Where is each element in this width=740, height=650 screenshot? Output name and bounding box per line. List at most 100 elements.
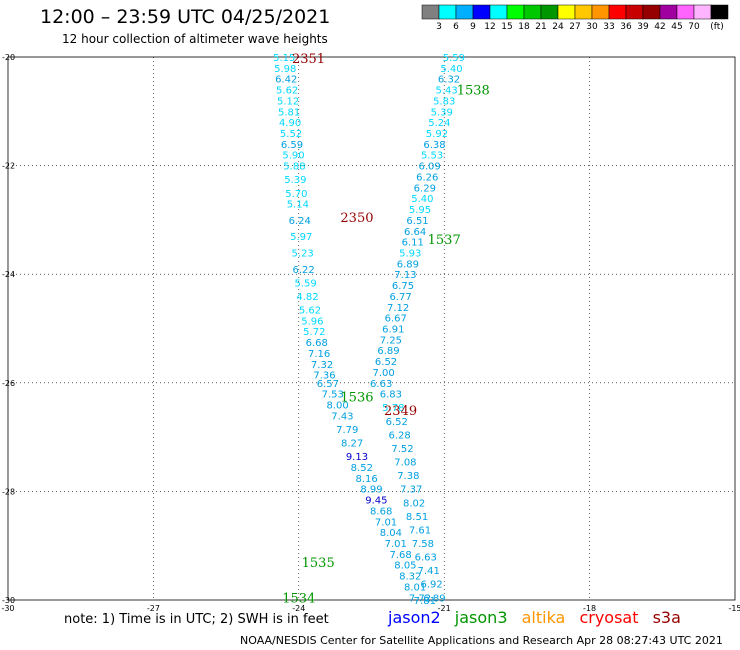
- wave-height-point: 6.29: [414, 183, 436, 194]
- wave-height-point: 7.32: [311, 360, 333, 371]
- wave-height-point: 7.58: [412, 539, 434, 550]
- wave-height-point: 7.43: [331, 411, 353, 422]
- legend-altika: altika: [521, 608, 566, 627]
- y-tick-label: -30: [2, 596, 15, 605]
- wave-height-point: 6.24: [289, 216, 311, 227]
- wave-height-point: 5.92: [426, 129, 448, 140]
- wave-height-point: 5.90: [282, 151, 304, 162]
- x-tick-label: -18: [583, 604, 596, 613]
- wave-height-point: 7.61: [409, 525, 431, 536]
- color-scale-tick: 45: [671, 22, 683, 32]
- color-scale-tick: 3: [436, 22, 442, 32]
- wave-height-point: 5.40: [411, 194, 433, 205]
- wave-height-point: 8.27: [341, 439, 363, 450]
- wave-height-point: 6.57: [317, 379, 339, 390]
- wave-height-point: 8.05: [394, 561, 416, 572]
- wave-height-point: 5.59: [443, 53, 465, 64]
- wave-height-point: 8.02: [403, 498, 425, 509]
- wave-height-point: 5.43: [435, 86, 457, 97]
- y-tick-label: -24: [2, 270, 15, 279]
- wave-height-point: 6.64: [404, 227, 426, 238]
- color-scale-tick: 9: [470, 22, 476, 32]
- legend-cryosat: cryosat: [579, 608, 639, 627]
- wave-height-point: 6.77: [389, 292, 411, 303]
- wave-height-point: 6.22: [293, 265, 315, 276]
- wave-height-point: 6.89: [397, 259, 419, 270]
- wave-height-point: 6.38: [423, 140, 445, 151]
- wave-height-point: 6.67: [385, 314, 407, 325]
- wave-height-point: 5.62: [299, 305, 321, 316]
- footer-note: note: 1) Time is in UTC; 2) SWH is in fe…: [64, 612, 329, 627]
- color-scale-box: [557, 4, 576, 20]
- wave-height-point: 5.59: [294, 278, 316, 289]
- color-scale-tick: 12: [484, 22, 496, 32]
- wave-height-point: 8.32: [399, 572, 421, 583]
- wave-height-point: 5.95: [409, 205, 431, 216]
- legend-jason3: jason3: [454, 608, 508, 627]
- track-time-label: 2349: [384, 404, 417, 419]
- wave-height-point: 5.52: [280, 129, 302, 140]
- track-time-label: 1538: [457, 84, 490, 99]
- wave-height-point: 5.98: [274, 64, 296, 75]
- y-tick-label: -26: [2, 379, 15, 388]
- y-tick-label: -28: [2, 487, 15, 496]
- wave-height-point: 5.53: [421, 151, 443, 162]
- wave-height-point: 5.96: [301, 316, 323, 327]
- wave-height-point: 6.68: [306, 338, 328, 349]
- wave-height-point: 6.51: [406, 216, 428, 227]
- wave-height-point: 7.12: [387, 303, 409, 314]
- wave-height-point: 7.72: [409, 593, 431, 604]
- x-tick-label: -27: [147, 604, 160, 613]
- footer-credit: NOAA/NESDIS Center for Satellite Applica…: [240, 634, 723, 647]
- track-time-label: 1534: [282, 591, 315, 606]
- color-scale-box: [455, 4, 474, 20]
- wave-height-point: 7.13: [394, 270, 416, 281]
- color-scale-box: [710, 4, 729, 20]
- wave-height-point: 6.11: [402, 238, 424, 249]
- track-time-label: 1535: [302, 556, 335, 571]
- wave-height-point: 7.08: [394, 458, 416, 469]
- x-tick-label: -30: [1, 604, 14, 613]
- wave-height-point: 7.81: [414, 596, 436, 607]
- y-tick-label: -20: [2, 53, 15, 62]
- color-scale-box: [472, 4, 491, 20]
- wave-height-point: 7.25: [380, 335, 402, 346]
- wave-height-point: 7.37: [400, 485, 422, 496]
- track-time-label: 1536: [340, 390, 373, 405]
- color-scale-tick: 36: [620, 22, 632, 32]
- track-time-label: 2351: [292, 52, 325, 67]
- wave-height-point: 6.89: [377, 346, 399, 357]
- color-scale-box: [438, 4, 457, 20]
- color-scale-tick: 6: [453, 22, 459, 32]
- color-scale-tick: 30: [586, 22, 598, 32]
- wave-height-point: 6.89: [423, 593, 445, 604]
- wave-height-point: 5.88: [283, 162, 305, 173]
- wave-height-point: 7.16: [308, 349, 330, 360]
- wave-height-point: 5.78: [382, 403, 404, 414]
- color-scale-tick: 39: [637, 22, 649, 32]
- color-scale-tick: 24: [552, 22, 564, 32]
- wave-height-point: 6.63: [370, 379, 392, 390]
- wave-height-point: 7.01: [375, 517, 397, 528]
- wave-height-point: 5.81: [278, 107, 300, 118]
- color-scale-tick: 33: [603, 22, 615, 32]
- wave-height-point: 7.00: [372, 368, 394, 379]
- wave-height-point: 8.01: [404, 582, 426, 593]
- color-scale-box: [540, 4, 559, 20]
- x-tick-label: -24: [292, 604, 305, 613]
- wave-height-point: 8.99: [360, 485, 382, 496]
- wave-height-point: 6.91: [382, 325, 404, 336]
- wave-height-point: 6.59: [281, 140, 303, 151]
- chart-subtitle: 12 hour collection of altimeter wave hei…: [62, 32, 328, 46]
- color-scale-box: [625, 4, 644, 20]
- wave-height-point: 5.39: [431, 107, 453, 118]
- wave-height-point: 6.09: [419, 162, 441, 173]
- wave-height-point: 8.68: [370, 506, 392, 517]
- wave-height-point: 4.82: [296, 292, 318, 303]
- satellite-legend: jason2 jason3 altika cryosat s3a: [388, 608, 690, 627]
- wave-height-point: 6.75: [392, 281, 414, 292]
- color-scale-box: [574, 4, 593, 20]
- wave-height-point: 6.63: [415, 553, 437, 564]
- wave-height-point: 6.32: [438, 75, 460, 86]
